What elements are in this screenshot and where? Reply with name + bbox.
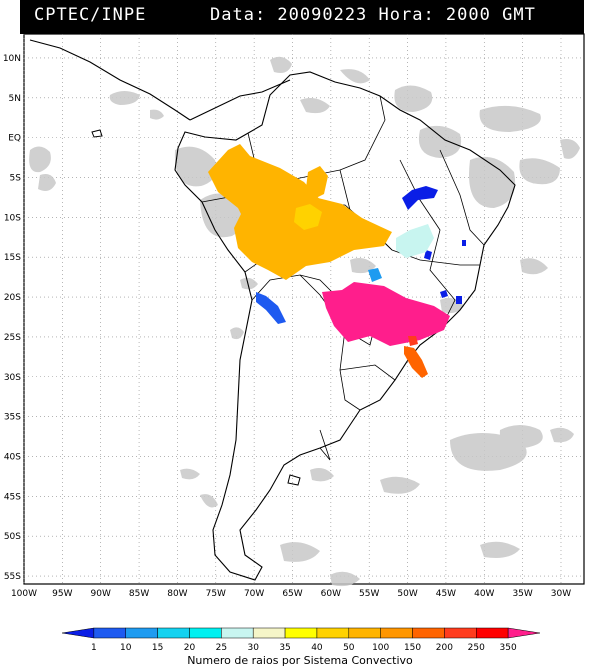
colorbar-swatch: [221, 627, 254, 639]
cloud-cover: [29, 56, 580, 587]
lightning-cluster-red: [408, 336, 418, 346]
lon-label: 40W: [474, 589, 494, 599]
colorbar-tick-label: 20: [184, 643, 196, 653]
lon-label: 60W: [321, 589, 341, 599]
lat-label: 10N: [3, 54, 21, 64]
colorbar-swatch: [348, 627, 381, 639]
colorbar-tick-label: 250: [468, 643, 485, 653]
source-label: CPTEC/INPE: [34, 5, 147, 25]
colorbar-swatch: [284, 627, 318, 639]
colorbar-tick-label: 1: [91, 643, 97, 653]
lightning-cluster-yellow: [294, 204, 322, 230]
lon-label: 30W: [551, 589, 571, 599]
datetime-label: Data: 20090223 Hora: 2000 GMT: [210, 5, 536, 25]
falkland-islands: [287, 474, 301, 486]
colorbar-tick-label: 350: [500, 643, 517, 653]
colorbar-swatch: [316, 627, 350, 639]
colorbar-swatch: [157, 627, 190, 639]
colorbar-swatch: [507, 627, 541, 639]
colorbar-tick-label: 50: [343, 643, 355, 653]
colorbar-swatch: [125, 627, 158, 639]
lightning-cluster-cyan: [396, 224, 434, 258]
lat-label: 5N: [9, 94, 21, 104]
lon-label: 50W: [397, 589, 417, 599]
lightning-cluster-blue-andes: [256, 292, 286, 324]
colorbar-swatch: [189, 627, 222, 639]
colorbar: 1 10 15 20 25 30 35 40 50 100 150 200 250 350: [61, 627, 541, 653]
lat-label: 25S: [4, 333, 21, 343]
lat-label: 20S: [4, 293, 21, 303]
colorbar-swatch: [93, 627, 126, 639]
lat-label: EQ: [8, 134, 21, 144]
lon-label: 75W: [206, 589, 226, 599]
lat-label: 10S: [4, 213, 21, 223]
convective-systems: [208, 144, 466, 378]
colorbar-tick-label: 150: [404, 643, 421, 653]
lat-label: 15S: [4, 253, 21, 263]
lat-label: 50S: [4, 532, 21, 542]
colorbar-swatch: [476, 627, 509, 639]
lightning-cluster-blue-east: [424, 240, 466, 304]
colorbar-swatch: [444, 627, 477, 639]
colorbar-tick-label: 30: [247, 643, 259, 653]
lon-label: 35W: [512, 589, 532, 599]
lat-label: 45S: [4, 492, 21, 502]
lon-label: 95W: [52, 589, 72, 599]
colorbar-tick-label: 35: [279, 643, 290, 653]
longitude-labels: 100W 95W 90W 85W 80W 75W 70W 65W 60W 55W 50W 45W 40W…: [11, 589, 571, 599]
title-bar: CPTEC/INPE Data: 20090223 Hora: 2000 GMT: [20, 0, 584, 34]
colorbar-tick-label: 40: [311, 643, 323, 653]
central-america-outline: [29, 39, 191, 121]
lat-label: 30S: [4, 373, 21, 383]
lightning-cluster-central: [234, 194, 392, 280]
south-america-outline: [174, 71, 516, 581]
lat-label: 5S: [10, 173, 22, 183]
colorbar-tick-label: 15: [152, 643, 163, 653]
lightning-cluster-magenta: [322, 282, 450, 346]
lightning-cluster-red-orange: [404, 346, 428, 378]
lon-label: 90W: [91, 589, 111, 599]
lon-label: 65W: [282, 589, 302, 599]
lightning-cluster-sky: [368, 268, 382, 282]
lat-label: 55S: [4, 572, 21, 582]
lon-label: 45W: [436, 589, 456, 599]
lon-label: 55W: [359, 589, 379, 599]
lon-label: 70W: [244, 589, 264, 599]
colorbar-caption: Numero de raios por Sistema Convectivo: [187, 654, 413, 667]
colorbar-swatch: [412, 627, 445, 639]
colorbar-swatch: [380, 627, 413, 639]
lightning-cluster-magenta-small: [352, 284, 372, 298]
colorbar-tick-label: 25: [216, 643, 227, 653]
colorbar-swatch: [61, 627, 95, 639]
latitude-labels: 10N 5N EQ 5S 10S 15S 20S 25S 30S 35S 40S 45S 50S 55S: [3, 54, 21, 582]
lon-label: 85W: [129, 589, 149, 599]
lightning-cluster-blue-ne: [402, 186, 438, 210]
lat-label: 35S: [4, 413, 21, 423]
lightning-cluster-north: [306, 166, 328, 200]
lon-label: 80W: [167, 589, 187, 599]
colorbar-tick-label: 10: [120, 643, 132, 653]
lon-label: 100W: [11, 589, 37, 599]
colorbar-tick-label: 200: [436, 643, 453, 653]
colorbar-swatch: [252, 627, 286, 639]
galapagos-islands: [91, 129, 103, 138]
lat-label: 40S: [4, 452, 21, 462]
colorbar-tick-label: 100: [372, 643, 389, 653]
caribbean-coast: [189, 79, 291, 121]
